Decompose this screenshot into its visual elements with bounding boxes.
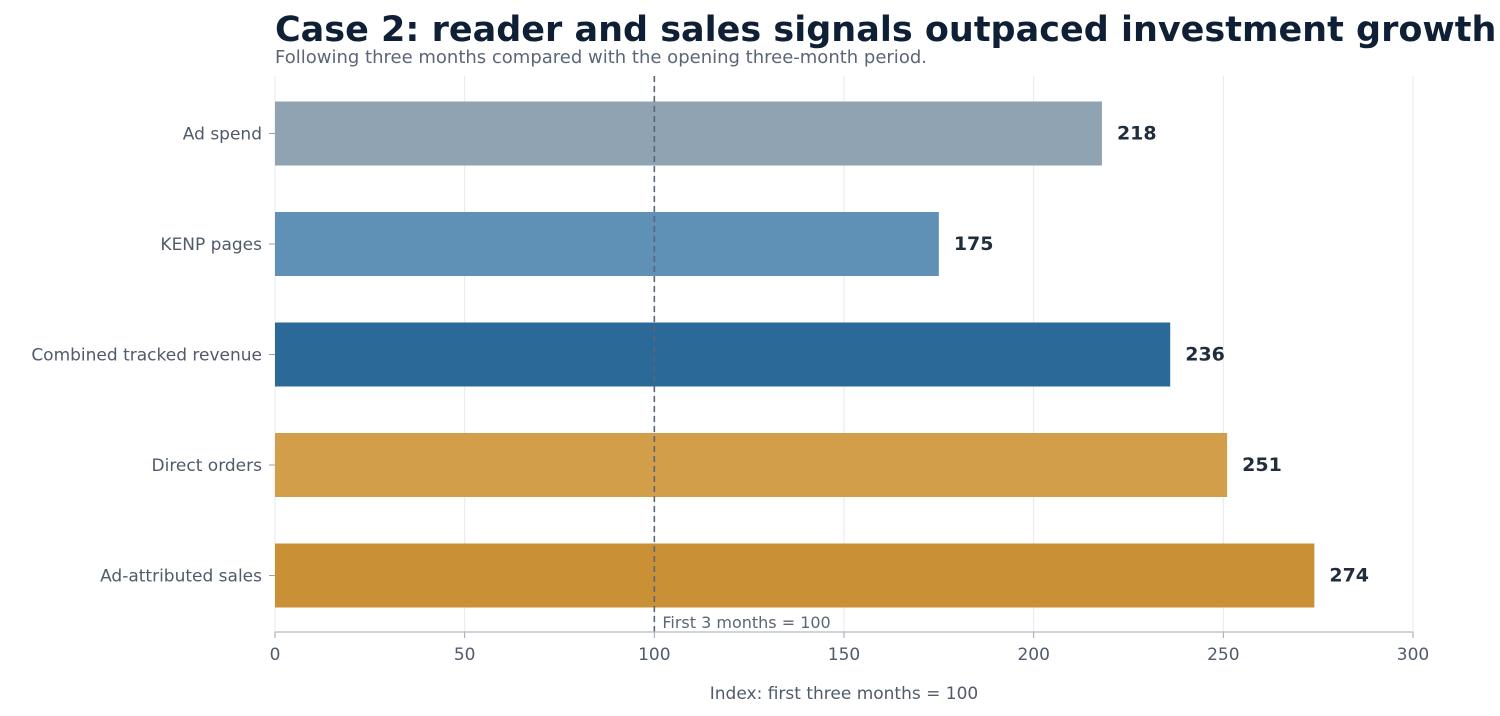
value-label: 274 [1329, 565, 1369, 587]
x-tick-label: 50 [454, 645, 476, 665]
chart-subtitle: Following three months compared with the… [275, 47, 927, 68]
x-tick-label: 100 [638, 645, 670, 665]
value-labels: 218 175 236 251 274 [954, 123, 1369, 587]
x-axis: 0 50 100 150 200 250 300 [270, 631, 1429, 665]
value-label: 218 [1117, 123, 1157, 145]
category-label: Ad-attributed sales [100, 567, 262, 587]
x-tick-label: 200 [1017, 645, 1049, 665]
bars [275, 101, 1315, 608]
chart-title: Case 2: reader and sales signals outpace… [275, 10, 1496, 50]
bar [275, 433, 1228, 497]
x-tick-label: 150 [828, 645, 860, 665]
category-label: Combined tracked revenue [31, 346, 262, 366]
value-label: 251 [1242, 454, 1282, 476]
bar [275, 322, 1171, 387]
value-label: 175 [954, 233, 994, 255]
bar [275, 101, 1102, 166]
bar [275, 212, 939, 276]
x-tick-label: 250 [1207, 645, 1239, 665]
x-tick-label: 0 [270, 645, 281, 665]
x-tick-label: 300 [1397, 645, 1429, 665]
category-label: KENP pages [160, 235, 262, 255]
category-label: Direct orders [152, 456, 263, 476]
reference-line-group: First 3 months = 100 [653, 76, 831, 632]
reference-line-label: First 3 months = 100 [662, 613, 830, 632]
category-label: Ad spend [183, 125, 262, 145]
x-axis-label: Index: first three months = 100 [710, 684, 978, 704]
value-label: 236 [1185, 344, 1225, 366]
bar [275, 543, 1315, 608]
y-axis-categories: Ad spend KENP pages Combined tracked reven… [31, 125, 275, 587]
